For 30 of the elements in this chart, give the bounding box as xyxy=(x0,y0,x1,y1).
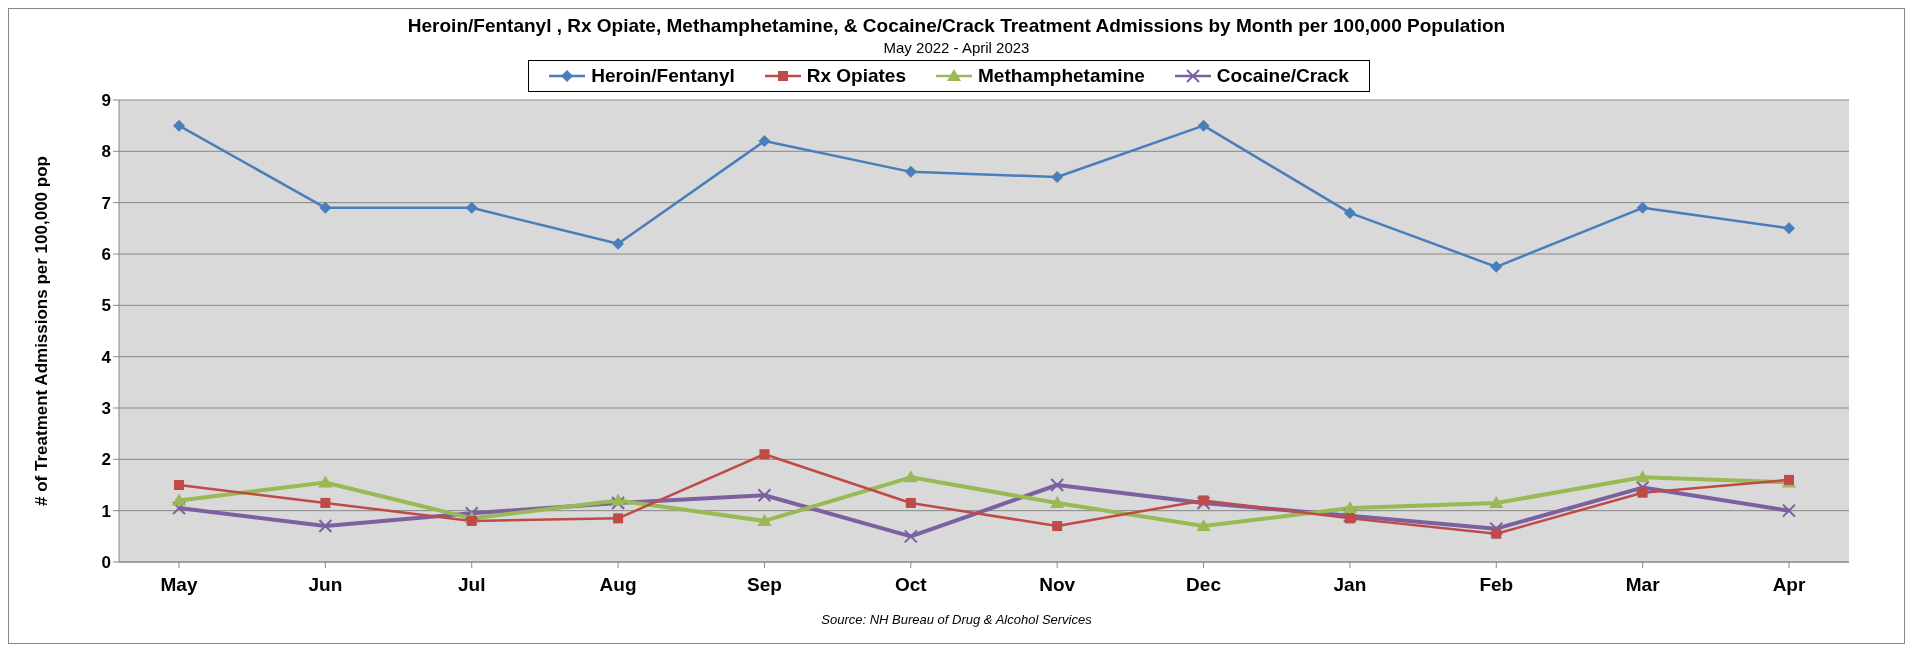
legend-label: Methamphetamine xyxy=(978,65,1145,87)
legend-label: Rx Opiates xyxy=(806,65,906,87)
source-note: Source: NH Bureau of Drug & Alcohol Services xyxy=(820,612,1093,627)
x-tick-label: Sep xyxy=(747,574,782,596)
chart-subtitle: May 2022 - April 2023 xyxy=(882,39,1031,56)
x-tick-label: Jul xyxy=(458,574,486,596)
y-axis-title: # of Treatment Admissions per 100,000 pop xyxy=(32,156,52,506)
y-tick-label: 5 xyxy=(101,296,111,316)
y-tick-label: 7 xyxy=(101,193,111,213)
legend-label: Heroin/Fentanyl xyxy=(591,65,735,87)
x-tick-label: May xyxy=(160,574,198,596)
x-tick-label: Aug xyxy=(599,574,637,596)
y-tick-label: 3 xyxy=(101,399,111,419)
y-tick-label: 1 xyxy=(101,501,111,521)
x-tick-label: Jun xyxy=(308,574,343,596)
y-tick-label: 0 xyxy=(101,553,111,573)
y-tick-label: 6 xyxy=(101,245,111,265)
x-tick-label: Mar xyxy=(1625,574,1661,596)
y-tick-label: 2 xyxy=(101,450,111,470)
x-tick-label: Dec xyxy=(1186,574,1222,596)
y-tick-label: 9 xyxy=(101,91,111,111)
x-tick-label: Feb xyxy=(1479,574,1514,596)
y-tick-label: 4 xyxy=(101,347,112,367)
x-tick-label: Jan xyxy=(1333,574,1367,596)
legend-label: Cocaine/Crack xyxy=(1216,65,1349,87)
chart-title: Heroin/Fentanyl , Rx Opiate, Methamphetamine, & Cocaine/Crack Treatment Admissions by Month per 100,000 Population xyxy=(406,15,1507,37)
x-tick-label: Nov xyxy=(1039,574,1076,596)
x-tick-label: Oct xyxy=(894,574,928,596)
y-tick-label: 8 xyxy=(101,142,111,162)
x-tick-label: Apr xyxy=(1772,574,1806,596)
